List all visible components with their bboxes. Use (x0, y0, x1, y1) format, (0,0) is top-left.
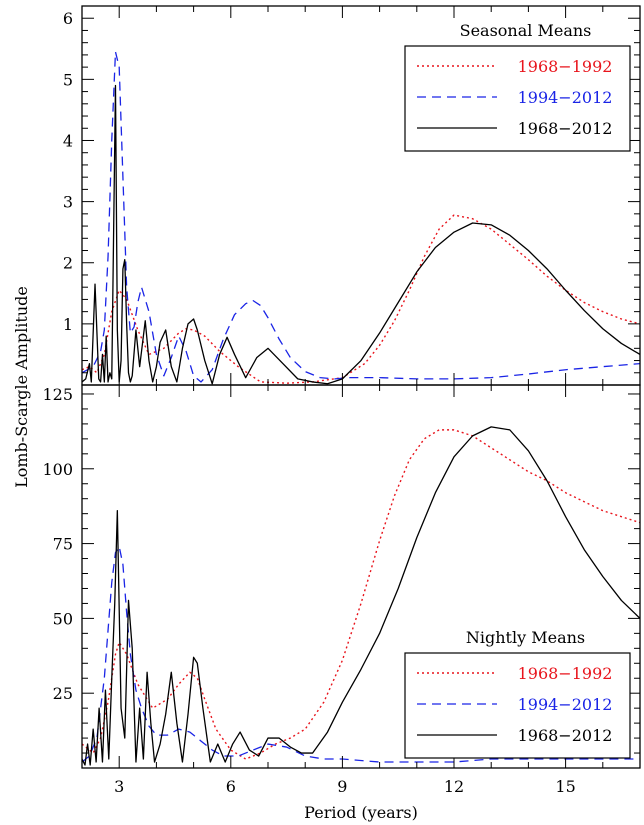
nightly-legend-label-1968-2012: 1968−2012 (518, 726, 613, 745)
seasonal-legend-label-1994-2012: 1994−2012 (518, 88, 613, 107)
seasonal-series-1968-2012-line (82, 84, 640, 385)
seasonal-y-tick-label: 6 (63, 9, 73, 28)
seasonal-y-tick-label: 2 (63, 254, 73, 273)
nightly-y-tick-label: 75 (53, 535, 73, 554)
x-axis-title: Period (years) (304, 803, 418, 822)
nightly-means-legend-box (404, 652, 631, 759)
nightly-means-panel: 3 6 9 12 15 25 50 75 100 125 Nightly Means 1968−1… (42, 384, 641, 796)
seasonal-y-tick-label: 3 (63, 193, 73, 212)
seasonal-legend-label-1968-2012: 1968−2012 (518, 119, 613, 138)
seasonal-means-legend-title: Seasonal Means (460, 21, 592, 40)
nightly-x-tick-label: 3 (114, 777, 124, 796)
nightly-means-legend: Nightly Means 1968−1992 1994−2012 1968−201… (404, 628, 631, 759)
seasonal-y-tick-label: 1 (63, 315, 73, 334)
seasonal-means-legend: Seasonal Means 1968−1992 1994−2012 1968−20… (404, 21, 631, 152)
nightly-series-1968-2012-line (82, 426, 640, 766)
nightly-x-tick-label: 15 (555, 777, 575, 796)
nightly-series-1968-1992-line (82, 429, 640, 760)
nightly-y-tick-label: 100 (42, 460, 73, 479)
nightly-x-tick-label: 9 (337, 777, 347, 796)
nightly-x-tick-label: 6 (226, 777, 236, 796)
seasonal-legend-label-1968-1992: 1968−1992 (518, 57, 613, 76)
nightly-means-legend-title: Nightly Means (466, 628, 585, 647)
nightly-x-tick-label: 12 (444, 777, 464, 796)
nightly-means-panel-frame (81, 384, 641, 769)
nightly-series-1994-2012-line (82, 545, 640, 763)
y-axis-title: Lomb-Scargle Amplitude (12, 286, 31, 488)
nightly-legend-label-1994-2012: 1994−2012 (518, 695, 613, 714)
seasonal-y-tick-label: 5 (63, 70, 73, 89)
nightly-y-tick-label: 25 (53, 684, 73, 703)
seasonal-y-tick-label: 4 (63, 131, 73, 150)
nightly-y-tick-label: 125 (42, 385, 73, 404)
seasonal-series-1994-2012-line (82, 51, 640, 383)
nightly-y-tick-label: 50 (53, 609, 73, 628)
seasonal-means-legend-box (404, 45, 631, 152)
nightly-legend-label-1968-1992: 1968−1992 (518, 664, 613, 683)
